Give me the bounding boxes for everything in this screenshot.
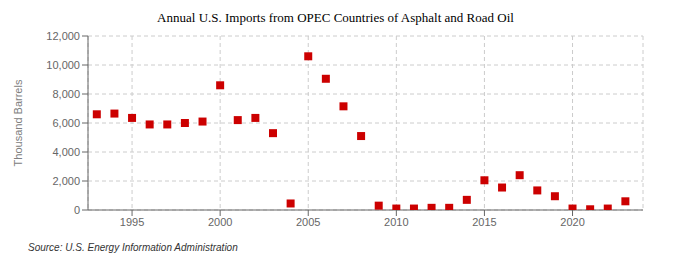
svg-text:0: 0 (74, 204, 80, 216)
svg-text:2000: 2000 (208, 216, 232, 228)
svg-text:Thousand Barrels: Thousand Barrels (12, 79, 24, 166)
svg-text:6,000: 6,000 (52, 117, 80, 129)
svg-text:2010: 2010 (384, 216, 408, 228)
svg-text:10,000: 10,000 (46, 59, 80, 71)
svg-text:2020: 2020 (560, 216, 584, 228)
svg-text:4,000: 4,000 (52, 146, 80, 158)
svg-text:2015: 2015 (472, 216, 496, 228)
svg-text:2005: 2005 (296, 216, 320, 228)
html-text:Annual U.S. Imports from OPEC: Annual U.S. Imports from OPEC Countries … (157, 10, 514, 25)
html-text:Source: U.S. Energy Informatio: Source: U.S. Energy Information Administ… (28, 242, 238, 253)
svg-text:1995: 1995 (120, 216, 144, 228)
svg-text:2,000: 2,000 (52, 175, 80, 187)
svg-text:8,000: 8,000 (52, 88, 80, 100)
svg-text:12,000: 12,000 (46, 30, 80, 42)
